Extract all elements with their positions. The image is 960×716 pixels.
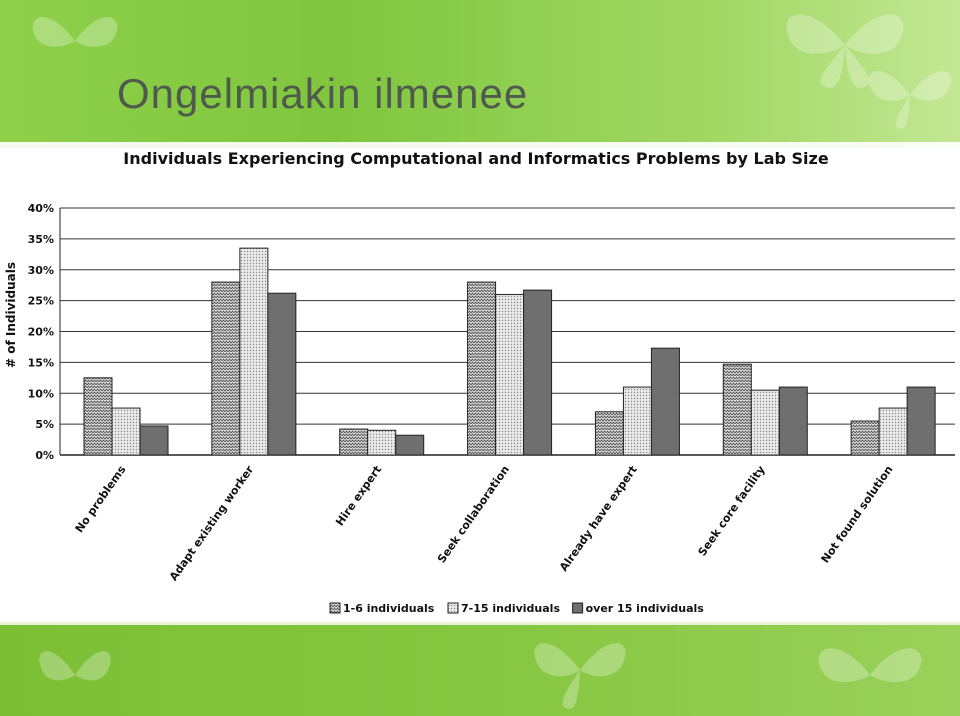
butterfly-decoration-icon [786,14,904,88]
y-tick-label: 20% [28,326,54,339]
y-tick-label: 40% [28,202,54,215]
bar [339,428,369,456]
footer-banner [0,622,960,716]
x-tick-label: No problems [73,463,129,535]
bar [594,411,624,456]
bar-chart: Individuals Experiencing Computational a… [4,149,955,615]
butterfly-decoration-icon [32,17,118,47]
chart-panel: Individuals Experiencing Computational a… [0,148,960,622]
chart-title: Individuals Experiencing Computational a… [123,149,829,168]
bar [906,386,936,456]
bar [495,293,525,456]
bar [750,389,780,456]
butterfly-decoration-icon [39,651,111,681]
x-tick-label: Seek core facility [696,463,768,558]
legend-swatch [447,602,459,614]
legend-swatch [572,602,584,614]
bar [83,377,113,456]
y-tick-label: 35% [28,233,54,246]
legend-label: 7-15 individuals [461,602,560,615]
y-tick-label: 15% [28,356,54,369]
y-tick-label: 0% [35,449,54,462]
y-tick-label: 30% [28,264,54,277]
y-tick-label: 5% [35,418,54,431]
bar [523,289,553,456]
bar [778,386,808,456]
butterfly-decoration-icon [818,648,922,682]
x-tick-label: Hire expert [333,463,384,528]
x-tick-label: Not found solution [819,463,896,565]
bar [622,386,652,456]
butterfly-decoration-icon [534,643,626,709]
bar [367,429,397,456]
bar [211,281,241,456]
y-tick-label: 25% [28,295,54,308]
butterfly-decoration-icon [868,71,952,129]
y-axis-label: # of Individuals [4,262,18,368]
x-tick-label: Seek collaboration [435,463,512,565]
bar [139,425,169,456]
x-tick-label: Already have expert [557,463,640,573]
x-tick-label: Adapt existing worker [167,463,257,583]
bar [850,420,880,456]
bar [650,347,680,456]
bar [395,434,425,456]
bar [267,292,297,456]
bar [239,247,269,456]
legend-swatch [329,602,341,614]
bar [111,407,141,456]
legend-label: over 15 individuals [586,602,705,615]
bar [878,407,908,456]
slide-title: Ongelmiakin ilmenee [117,70,529,117]
y-tick-label: 10% [28,387,54,400]
bar [722,363,752,456]
legend-label: 1-6 individuals [343,602,435,615]
bar [467,281,497,456]
title-banner [0,0,960,148]
